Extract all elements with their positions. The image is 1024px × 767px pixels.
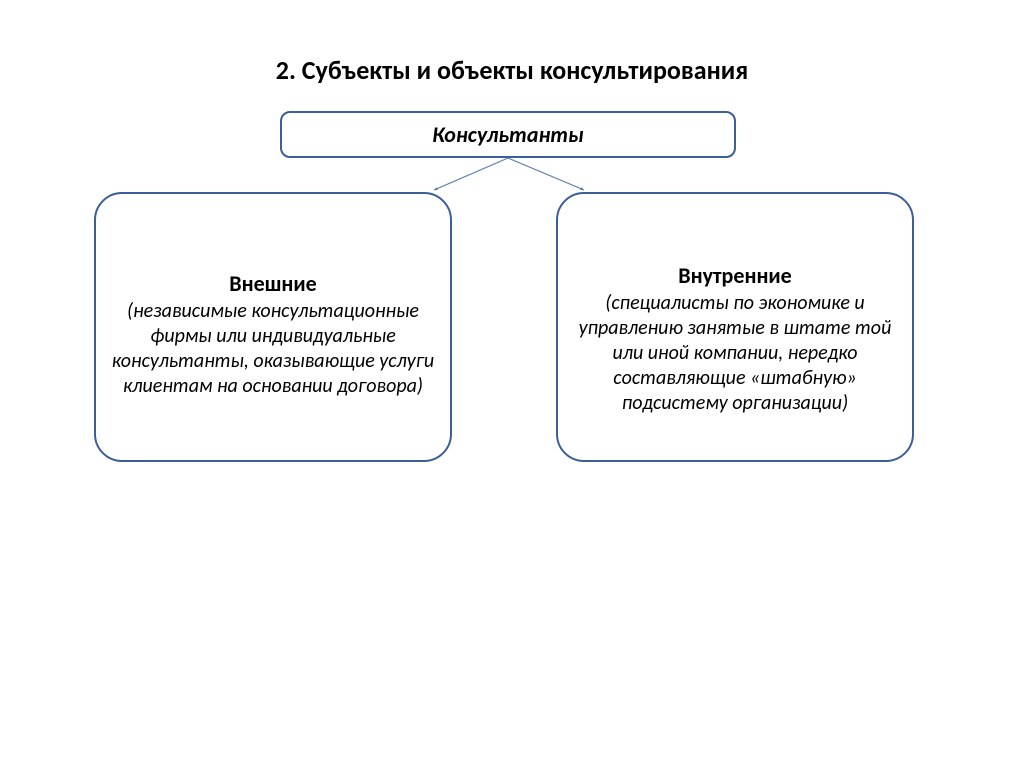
edge-right: [508, 158, 584, 190]
child-body-internal: (специалисты по экономике и управлению з…: [558, 291, 912, 416]
child-node-internal: Внутренние (специалисты по экономике и у…: [556, 192, 914, 462]
child-node-external: Внешние (независимые консультационные фи…: [94, 192, 452, 462]
diagram-canvas: 2. Субъекты и объекты консультирования К…: [0, 0, 1024, 767]
child-head-external: Внешние: [229, 270, 317, 297]
child-head-internal: Внутренние: [678, 262, 792, 289]
edge-left: [434, 158, 508, 190]
root-label: Консультанты: [432, 121, 583, 148]
root-node: Консультанты: [280, 111, 736, 158]
child-body-external: (независимые консультационные фирмы или …: [96, 299, 450, 399]
diagram-title: 2. Субъекты и объекты консультирования: [0, 54, 1024, 86]
